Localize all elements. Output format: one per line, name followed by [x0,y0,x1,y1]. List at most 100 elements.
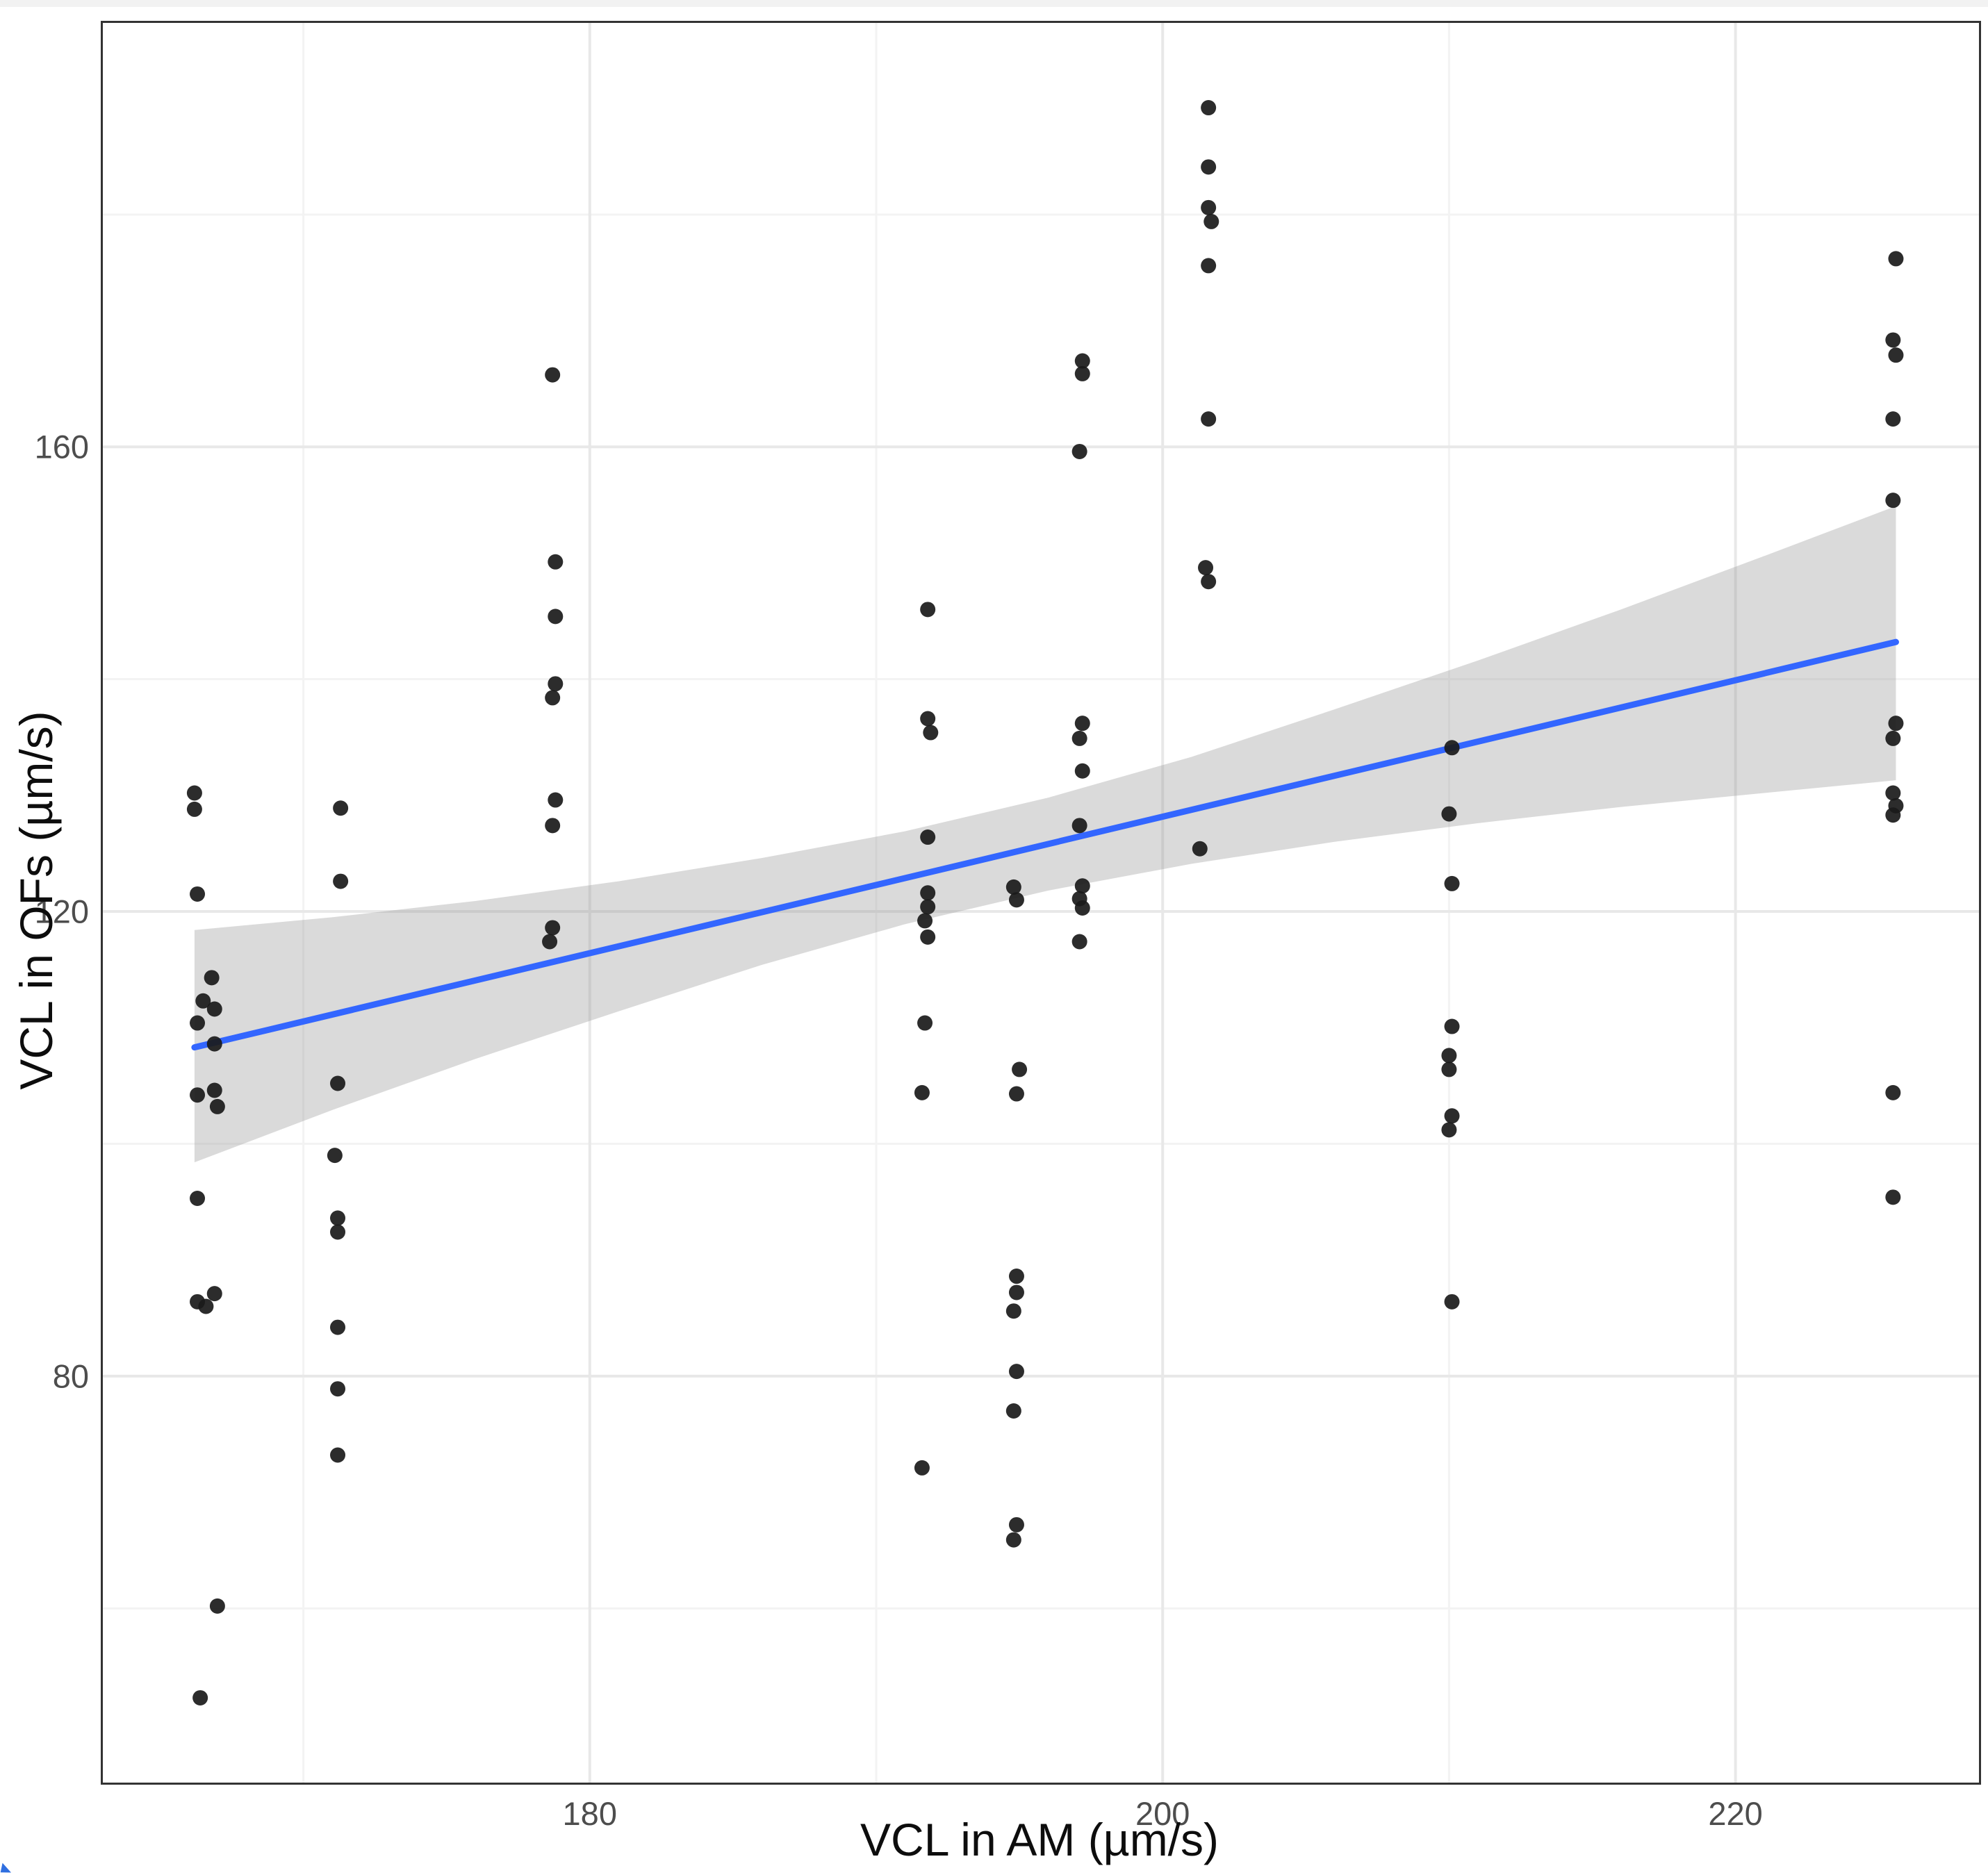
data-point [917,913,933,929]
data-point [206,1036,222,1052]
plot-panel [101,21,1981,1785]
data-point [1885,785,1901,801]
data-point [1885,730,1901,746]
data-point [1074,878,1090,894]
data-point [1074,716,1090,732]
data-point [1074,900,1090,916]
data-point [1888,716,1904,732]
data-point [920,885,936,901]
data-point [545,920,561,936]
data-point [1885,411,1901,427]
data-point [190,886,206,902]
data-point [190,1191,206,1207]
data-point [545,367,561,383]
data-point [1201,258,1217,274]
data-point [195,993,211,1009]
y-axis-title: VCL in OFs (µm/s) [10,711,62,1090]
data-point [1198,560,1214,576]
data-point [548,676,564,692]
data-point [1012,1062,1028,1077]
data-point [1201,100,1217,116]
data-point [330,1224,346,1240]
data-point [548,792,564,808]
data-point [206,1001,222,1017]
data-point [1885,1189,1901,1205]
data-point [1885,807,1901,823]
data-point [914,1084,930,1100]
data-point [920,929,936,945]
data-point [330,1075,346,1091]
data-point [542,934,558,950]
data-point [920,602,936,618]
data-point [1201,574,1217,590]
data-point [330,1447,346,1463]
confidence-band [194,506,1896,1163]
top-edge-shade [0,0,1988,7]
data-point [209,1598,225,1614]
data-point [1074,763,1090,779]
data-point [204,970,220,986]
data-point [545,818,561,834]
data-point [330,1319,346,1335]
data-point [1074,365,1090,381]
data-point [1201,199,1217,215]
x-tick-label: 220 [1708,1795,1763,1832]
data-point [1444,1294,1460,1310]
y-tick-label: 80 [52,1357,89,1395]
data-point [1071,934,1087,950]
data-point [1008,1364,1024,1380]
data-point [1071,730,1087,746]
data-point [1008,1517,1024,1533]
data-point [330,1210,346,1226]
data-point [548,609,564,625]
data-point [920,899,936,915]
data-point [327,1148,343,1164]
data-point [1885,332,1901,348]
data-point [1888,251,1904,267]
data-point [1005,1532,1021,1548]
data-point [1071,443,1087,459]
data-point [206,1286,222,1302]
data-point [190,1015,206,1031]
regression-line [191,638,1899,1051]
data-point [1201,159,1217,175]
data-point [1192,841,1208,857]
data-point [1444,1108,1460,1124]
data-point [1441,1122,1457,1138]
plot-canvas [103,23,1979,1783]
data-point [1888,347,1904,363]
x-tick-label: 180 [562,1795,617,1832]
data-point [1074,353,1090,369]
data-point [1008,892,1024,908]
data-point [923,725,939,741]
data-point [1071,818,1087,834]
data-point [914,1460,930,1476]
data-point [1005,879,1021,895]
data-point [206,1082,222,1098]
data-point [1444,875,1460,891]
data-point [1008,1285,1024,1300]
data-point [192,1690,208,1705]
data-point [1005,1403,1021,1419]
data-point [1444,740,1460,756]
data-point [548,554,564,570]
data-point [1005,1303,1021,1319]
data-point [186,785,202,801]
data-point [1441,1062,1457,1077]
data-point [1201,411,1217,427]
data-point [190,1087,206,1103]
data-point [186,801,202,817]
data-point [1885,1084,1901,1100]
data-point [1008,1086,1024,1102]
data-point [1441,806,1457,822]
data-point [333,800,349,816]
data-point [920,829,936,845]
data-point [1885,493,1901,509]
data-point [333,873,349,889]
data-point [920,711,936,727]
data-point [1008,1269,1024,1285]
stray-blue-mark [0,1862,13,1875]
data-point [545,690,561,706]
y-tick-label: 160 [34,428,89,465]
